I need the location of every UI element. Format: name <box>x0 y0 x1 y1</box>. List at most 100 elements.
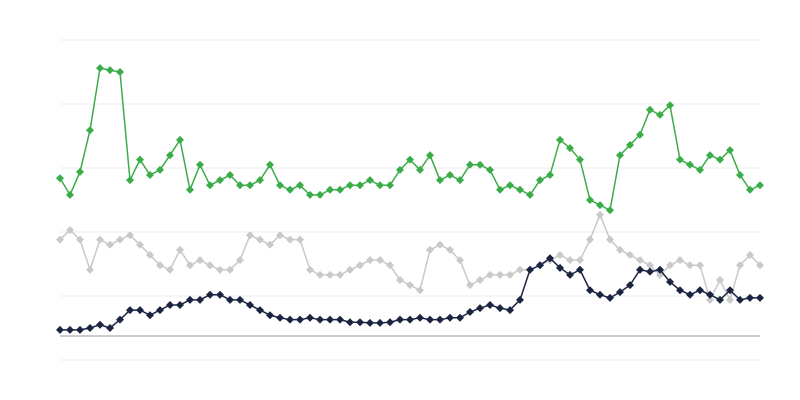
data-point <box>596 290 604 299</box>
data-point <box>86 324 94 332</box>
data-point <box>266 240 274 249</box>
data-point <box>66 325 74 334</box>
data-point <box>106 240 114 249</box>
data-point <box>486 165 494 174</box>
data-point <box>306 313 314 322</box>
data-point <box>726 286 734 295</box>
data-point <box>406 281 414 290</box>
data-point <box>236 295 244 304</box>
data-point <box>626 140 634 149</box>
data-point <box>316 315 324 324</box>
data-point <box>326 185 334 194</box>
data-point <box>646 267 654 276</box>
data-point <box>506 270 514 279</box>
data-point <box>416 165 424 174</box>
data-point <box>406 155 414 164</box>
data-point <box>76 325 84 334</box>
data-point <box>136 306 144 315</box>
data-point <box>56 325 64 334</box>
data-point <box>476 160 484 169</box>
data-point <box>136 155 144 164</box>
data-point <box>176 245 184 254</box>
data-point <box>206 290 214 299</box>
data-point <box>306 190 314 199</box>
data-point <box>136 240 144 249</box>
data-point <box>146 311 154 320</box>
data-point <box>306 265 314 274</box>
data-point <box>156 306 164 315</box>
data-point <box>396 315 404 324</box>
data-point <box>246 181 254 190</box>
data-point <box>446 171 454 180</box>
data-point <box>726 146 734 155</box>
data-point <box>606 206 614 215</box>
data-point <box>676 155 684 164</box>
data-point <box>656 110 664 119</box>
data-point <box>466 160 474 169</box>
data-point <box>676 256 684 265</box>
data-point <box>286 315 294 324</box>
data-point <box>556 251 564 260</box>
data-point <box>746 293 754 302</box>
data-point <box>536 261 544 270</box>
data-point <box>86 126 94 135</box>
data-point <box>366 256 374 265</box>
data-point <box>636 265 644 274</box>
data-point <box>616 288 624 297</box>
data-point <box>196 295 204 304</box>
data-point <box>96 320 104 329</box>
data-point <box>196 160 204 169</box>
data-point <box>556 263 564 272</box>
data-point <box>186 261 194 270</box>
data-point <box>246 300 254 309</box>
data-point <box>586 286 594 295</box>
data-point <box>156 165 164 174</box>
data-point <box>396 276 404 284</box>
data-point <box>416 313 424 322</box>
data-point <box>436 176 444 185</box>
data-point <box>496 304 504 313</box>
data-point <box>406 315 414 324</box>
data-point <box>436 315 444 324</box>
data-point <box>356 318 364 327</box>
data-point <box>516 295 524 304</box>
data-point <box>516 265 524 274</box>
data-point <box>696 286 704 295</box>
data-point <box>646 261 654 270</box>
data-point <box>456 256 464 265</box>
data-point <box>576 265 584 274</box>
data-point <box>386 261 394 270</box>
data-point <box>186 185 194 194</box>
data-point <box>736 261 744 270</box>
data-point <box>346 318 354 327</box>
data-point <box>216 290 224 299</box>
data-point <box>446 245 454 254</box>
data-point <box>756 293 764 302</box>
data-point <box>486 270 494 279</box>
data-point <box>756 181 764 190</box>
data-point <box>366 318 374 327</box>
data-point <box>116 315 124 324</box>
data-point <box>446 313 454 322</box>
data-point <box>96 64 104 73</box>
data-point <box>566 270 574 279</box>
data-point <box>526 190 534 199</box>
data-point <box>636 256 644 265</box>
data-point <box>516 185 524 194</box>
data-point <box>506 306 514 315</box>
data-point <box>256 306 264 315</box>
data-point <box>296 181 304 190</box>
data-point <box>716 276 724 284</box>
data-point <box>166 300 174 309</box>
data-point <box>86 265 94 274</box>
data-point <box>706 151 714 160</box>
data-point <box>736 295 744 304</box>
data-point <box>646 105 654 114</box>
data-point <box>246 231 254 240</box>
data-point <box>376 256 384 265</box>
data-point <box>126 306 134 315</box>
data-point <box>56 174 64 183</box>
data-point <box>666 101 674 110</box>
data-point <box>616 245 624 254</box>
